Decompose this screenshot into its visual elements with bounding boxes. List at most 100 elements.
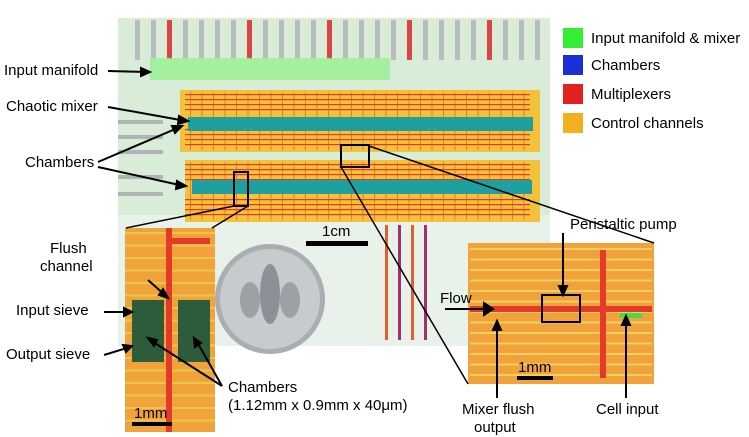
legend-label-input-manifold: Input manifold & mixer bbox=[591, 29, 741, 47]
inset-pump-detail bbox=[468, 243, 654, 384]
label-cell-input: Cell input bbox=[596, 401, 659, 418]
tubing-pin bbox=[487, 20, 492, 60]
label-flush-channel-line2: channel bbox=[40, 258, 93, 275]
label-scale-1mm-left: 1mm bbox=[134, 405, 168, 422]
tubing-pin bbox=[455, 20, 460, 60]
legend-label-control-channels: Control channels bbox=[591, 114, 704, 132]
tubing-pin bbox=[407, 20, 412, 60]
mux-line bbox=[185, 104, 530, 106]
label-chambers: Chambers bbox=[25, 154, 95, 171]
tubing-pin bbox=[151, 20, 156, 60]
tubing-pin bbox=[279, 20, 284, 60]
control-line bbox=[470, 300, 652, 303]
tubing-pin bbox=[263, 20, 268, 60]
tubing-pin bbox=[519, 20, 524, 60]
tubing-pin bbox=[183, 20, 188, 60]
tubing-pin bbox=[167, 20, 172, 60]
label-peristaltic-pump: Peristaltic pump bbox=[570, 216, 677, 233]
control-line bbox=[470, 332, 652, 334]
mux-line bbox=[185, 134, 530, 136]
legend-swatch-input-manifold bbox=[563, 28, 583, 48]
label-input-manifold: Input manifold bbox=[4, 62, 99, 79]
legend-item-multiplexers: Multiplexers bbox=[563, 84, 671, 104]
label-mixer-flush-line2: output bbox=[474, 419, 516, 436]
tube bbox=[385, 225, 388, 340]
control-line bbox=[470, 258, 652, 261]
tubing-pin bbox=[295, 20, 300, 60]
mux-line bbox=[185, 179, 530, 181]
label-input-sieve: Input sieve bbox=[16, 302, 89, 319]
tubing-pin bbox=[311, 20, 316, 60]
tubing-pin bbox=[423, 20, 428, 60]
mux-line bbox=[185, 204, 530, 206]
legend-label-chambers: Chambers bbox=[591, 56, 661, 74]
legend-item-input-manifold: Input manifold & mixer bbox=[563, 28, 740, 48]
detail-box-right bbox=[340, 144, 370, 168]
bottom-tubing bbox=[385, 225, 427, 340]
inset-chamber-detail bbox=[125, 228, 215, 432]
mux-line bbox=[185, 209, 530, 211]
inset-chamber-left bbox=[132, 300, 164, 362]
scale-bar-1mm-right bbox=[517, 376, 553, 380]
scale-bar-1mm-left bbox=[132, 422, 172, 426]
label-chambers-detail-line1: Chambers bbox=[228, 379, 298, 396]
tubing-pin bbox=[199, 20, 204, 60]
legend-swatch-chambers bbox=[563, 55, 583, 75]
control-line bbox=[470, 363, 652, 366]
control-line bbox=[470, 374, 652, 376]
tubing-pin bbox=[375, 20, 380, 60]
scale-bar-1cm bbox=[306, 241, 368, 246]
flush-channel-line bbox=[166, 228, 172, 432]
tube bbox=[398, 225, 401, 340]
mux-line bbox=[185, 169, 530, 171]
annotation-arrows bbox=[97, 66, 632, 398]
label-chambers-detail-line2: (1.12mm x 0.9mm x 40μm) bbox=[228, 397, 408, 414]
label-output-sieve: Output sieve bbox=[6, 346, 91, 363]
tubing-pin bbox=[391, 20, 396, 60]
tubing-pin bbox=[359, 20, 364, 60]
control-line bbox=[470, 248, 652, 250]
control-line bbox=[470, 353, 652, 355]
tubing-pin bbox=[535, 20, 540, 60]
tube bbox=[411, 225, 414, 340]
input-tubing-pins bbox=[135, 20, 540, 60]
tubing-pin bbox=[135, 20, 140, 60]
lower-chamber-row bbox=[192, 180, 532, 194]
side-pin bbox=[118, 135, 163, 139]
tube bbox=[424, 225, 427, 340]
legend-label-multiplexers: Multiplexers bbox=[591, 85, 672, 103]
mux-line bbox=[185, 174, 530, 176]
tubing-pin bbox=[231, 20, 236, 60]
tubing-pin bbox=[439, 20, 444, 60]
control-line bbox=[470, 342, 652, 345]
legend-item-chambers: Chambers bbox=[563, 55, 660, 75]
peristaltic-pump-box bbox=[541, 294, 581, 323]
mux-line bbox=[185, 109, 530, 111]
side-pin bbox=[118, 192, 163, 196]
mux-line bbox=[185, 99, 530, 101]
inset-chamber-right bbox=[178, 300, 210, 362]
mux-line bbox=[185, 94, 530, 96]
control-line bbox=[470, 279, 652, 282]
dime-coin bbox=[215, 244, 325, 354]
label-scale-1cm: 1cm bbox=[322, 223, 351, 240]
tubing-pin bbox=[327, 20, 332, 60]
mux-line bbox=[185, 199, 530, 201]
label-mixer-flush-line1: Mixer flush bbox=[462, 401, 535, 418]
legend-swatch-control-channels bbox=[563, 113, 583, 133]
label-flow: Flow bbox=[440, 290, 472, 307]
mux-line bbox=[185, 214, 530, 216]
tubing-pin bbox=[503, 20, 508, 60]
label-chaotic-mixer: Chaotic mixer bbox=[6, 98, 98, 115]
mux-line bbox=[185, 139, 530, 141]
tubing-pin bbox=[247, 20, 252, 60]
detail-box-left bbox=[233, 171, 249, 207]
mux-line bbox=[190, 162, 191, 220]
tubing-pin bbox=[343, 20, 348, 60]
label-scale-1mm-right: 1mm bbox=[518, 359, 552, 376]
upper-chamber-row bbox=[188, 117, 533, 131]
mux-line bbox=[185, 164, 530, 166]
legend-item-control-channels: Control channels bbox=[563, 113, 704, 133]
input-manifold bbox=[150, 58, 390, 80]
